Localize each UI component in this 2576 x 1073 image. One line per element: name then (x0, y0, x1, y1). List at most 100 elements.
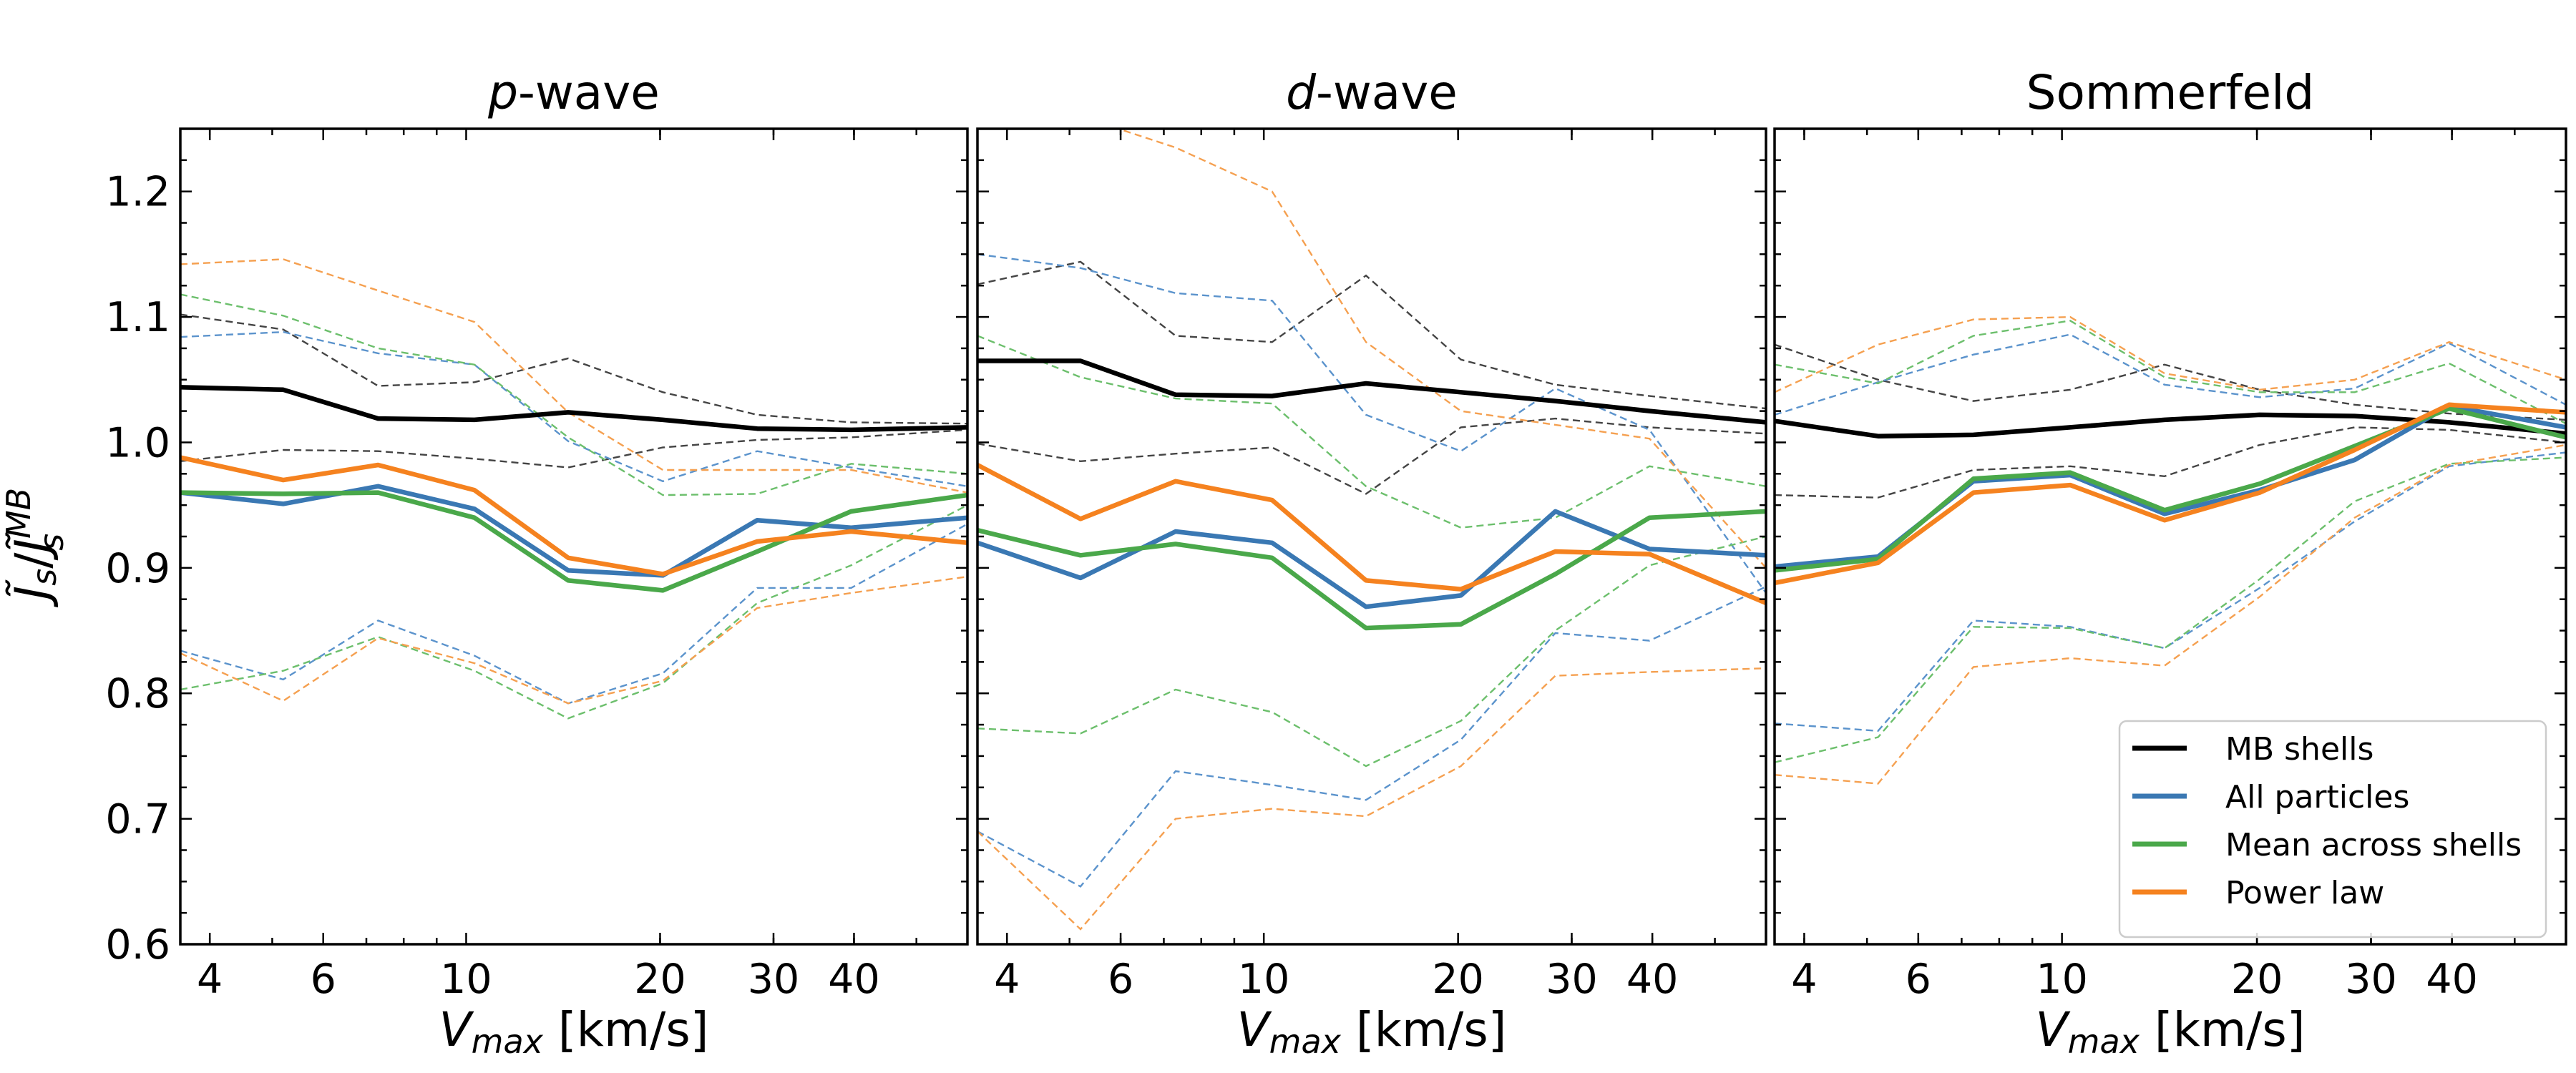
x-tick-label: 4 (197, 956, 223, 1003)
series-line-mb-shells (977, 358, 1766, 425)
panel-sommerfeld: 4 6 10 20 30 40 Sommerfeld Vmax [km/s] (1773, 65, 2567, 1061)
x-tick-label: 40 (1626, 956, 1679, 1003)
band-upper-line (977, 253, 1766, 594)
x-tick-label: 40 (2426, 956, 2478, 1003)
band-lower-line (180, 504, 967, 720)
band-upper-line (180, 313, 967, 425)
x-tick-label: 10 (440, 956, 492, 1003)
y-axis-label-denominator-sup: MB (0, 488, 38, 539)
x-tick-label: 6 (1108, 956, 1133, 1003)
series-line-mean-across-shells (977, 509, 1766, 631)
band-lower-line (1775, 426, 2566, 499)
series-line-power-law (977, 463, 1766, 605)
band-upper-line (180, 330, 967, 487)
legend: MB shells All particles Mean across shel… (2118, 720, 2547, 939)
band-lower-line (180, 428, 967, 469)
series-line-mb-shells (1775, 412, 2566, 438)
panel-p-wave: 4 6 10 20 30 40 0.6 0.7 0.8 0.9 1.0 1.1 1.2 p-wave V… (105, 65, 969, 1061)
y-axis-label-slash: / (5, 552, 60, 569)
band-upper-line (1775, 333, 2566, 416)
x-tick-label: 40 (828, 956, 880, 1003)
legend-box (2118, 720, 2547, 939)
y-tick-label: 0.8 (105, 670, 170, 717)
legend-entry: MB shells (2132, 731, 2373, 768)
panel-title: p-wave (487, 65, 660, 120)
legend-entry: All particles (2132, 779, 2409, 815)
band-lower-line (1775, 451, 2566, 733)
panel-title-rest: Sommerfeld (2026, 65, 2315, 120)
x-axis-label-sub: max (2068, 1022, 2140, 1061)
legend-label: All particles (2225, 779, 2409, 815)
y-axis-label: J̃s/J̃MBs (0, 488, 71, 607)
band-upper-line (1116, 129, 1766, 569)
y-axis-label-numerator-sub: s (25, 569, 64, 586)
y-tick-label: 0.6 (105, 921, 170, 969)
x-tick-label: 30 (748, 956, 800, 1003)
y-tick-label: 0.7 (105, 796, 170, 843)
band-upper-line (1775, 315, 2566, 393)
series-line-all-particles (977, 509, 1766, 609)
band-lower-line (1775, 456, 2566, 763)
panel-frame (976, 127, 1767, 946)
band-lower-line (180, 523, 967, 705)
x-tick-label: 10 (1238, 956, 1290, 1003)
x-tick-label: 30 (1546, 956, 1598, 1003)
band-lower-line (977, 535, 1766, 768)
band-upper-line (977, 335, 1766, 529)
band-lower-line (977, 417, 1766, 495)
band-lower-line (180, 575, 967, 705)
x-axis-label-main: V (2035, 1002, 2070, 1057)
panel-title-rest: -wave (1316, 65, 1458, 120)
x-tick-label: 20 (2231, 956, 2283, 1003)
x-axis-label: Vmax [km/s] (439, 1002, 708, 1061)
series-line-mb-shells (180, 385, 967, 433)
y-tick-label: 0.9 (105, 545, 170, 592)
x-tick-label: 6 (1906, 956, 1931, 1003)
band-upper-line (180, 293, 967, 496)
panel-title-italic: d (1286, 65, 1317, 120)
x-axis-label-main: V (439, 1002, 474, 1057)
x-tick-label: 4 (1791, 956, 1817, 1003)
x-tick-label: 20 (1432, 956, 1484, 1003)
x-tick-label: 4 (994, 956, 1020, 1003)
x-axis-label: Vmax [km/s] (2035, 1002, 2305, 1061)
y-axis-label-denominator-sub: s (32, 534, 71, 551)
x-tick-label: 30 (2345, 956, 2397, 1003)
band-upper-line (977, 260, 1766, 410)
x-axis-label-unit: [km/s] (1341, 1002, 1507, 1057)
x-axis-label-main: V (1236, 1002, 1272, 1057)
legend-entry: Power law (2132, 875, 2384, 911)
series-line-mean-across-shells (180, 490, 967, 593)
band-lower-line (977, 586, 1766, 888)
panel-title-italic: p (487, 65, 518, 120)
x-axis-label: Vmax [km/s] (1236, 1002, 1506, 1061)
series-line-all-particles (1775, 403, 2566, 569)
band-upper-line (180, 258, 967, 494)
panel-title-rest: -wave (518, 65, 660, 120)
panel-frame (179, 127, 969, 946)
x-axis-label-unit: [km/s] (2140, 1002, 2306, 1057)
x-tick-label: 6 (311, 956, 336, 1003)
band-lower-line (977, 667, 1766, 931)
x-tick-label: 10 (2036, 956, 2088, 1003)
band-upper-line (1775, 320, 2566, 425)
x-axis-label-sub: max (472, 1022, 544, 1061)
band-lower-line (1775, 444, 2566, 785)
x-axis-label-sub: max (1269, 1022, 1342, 1061)
x-tick-label: 20 (634, 956, 686, 1003)
y-tick-label: 1.1 (105, 294, 170, 341)
legend-label: Power law (2225, 875, 2384, 911)
legend-entry: Mean across shells (2132, 827, 2522, 863)
series-line-mean-across-shells (1775, 406, 2566, 573)
panel-title: Sommerfeld (2026, 65, 2315, 120)
series-line-power-law (1775, 402, 2566, 586)
legend-label: MB shells (2225, 731, 2373, 768)
y-tick-label: 1.0 (105, 419, 170, 466)
x-axis-label-unit: [km/s] (543, 1002, 709, 1057)
band-upper-line (1775, 343, 2566, 421)
y-tick-label: 1.2 (105, 169, 170, 216)
series-line-power-law (180, 455, 967, 577)
legend-label: Mean across shells (2225, 827, 2522, 863)
panel-d-wave: 4 6 10 20 30 40 d-wave Vmax [km/s] (976, 65, 1767, 1061)
